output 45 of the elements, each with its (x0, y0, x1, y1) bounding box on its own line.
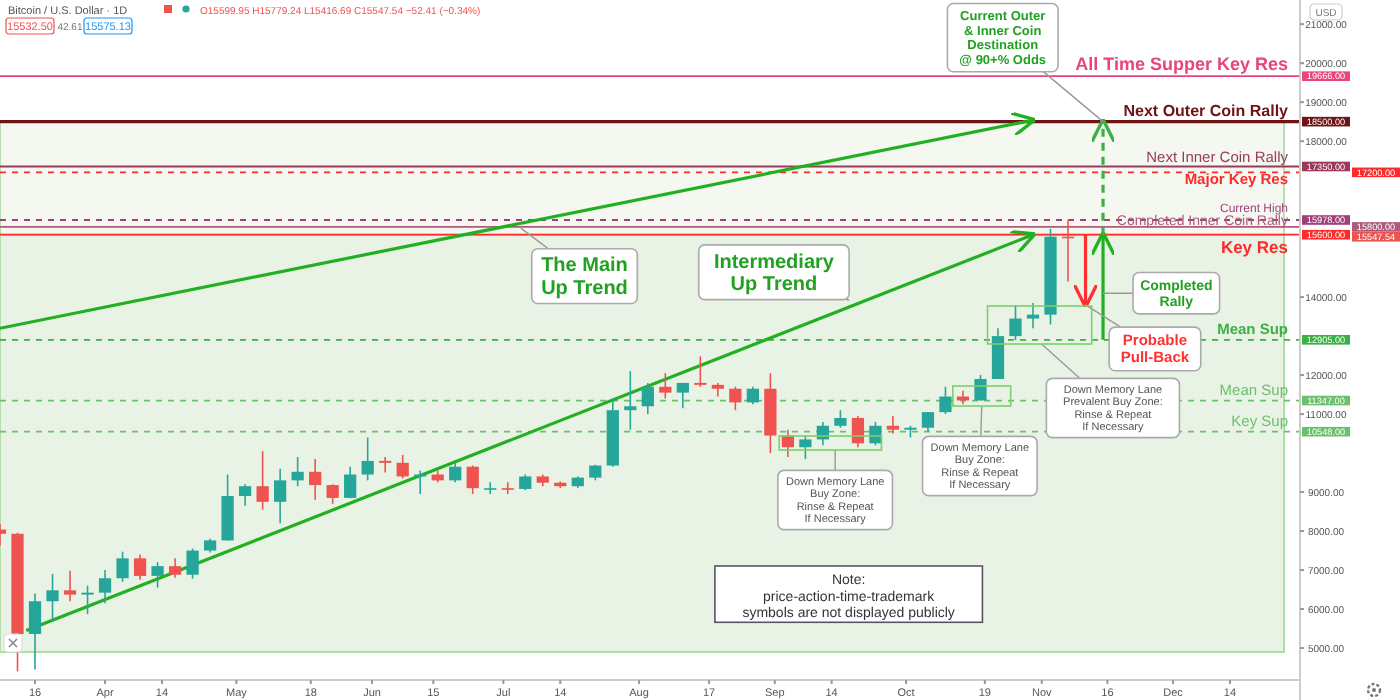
candlestick (501, 481, 514, 495)
candlestick (63, 570, 77, 603)
candlestick (711, 382, 724, 398)
annotation: The Main Up Trend (541, 255, 628, 300)
candlestick (151, 561, 164, 589)
candlestick (221, 473, 234, 542)
candlestick (799, 434, 812, 460)
candlestick (28, 592, 42, 671)
candlestick (764, 372, 777, 454)
candlestick (116, 550, 129, 583)
ref-line-label: Key Res (1220, 236, 1289, 257)
candlestick (449, 462, 462, 484)
candlestick (991, 327, 1005, 380)
candlestick (1026, 302, 1040, 330)
candlestick (676, 382, 689, 410)
candlestick (466, 464, 479, 495)
candlestick (921, 411, 935, 433)
candlestick (361, 436, 374, 482)
candlestick (484, 481, 497, 495)
ref-line-label: Next Outer Coin Rally (1123, 101, 1290, 120)
candlestick (729, 385, 742, 411)
candlestick (274, 467, 287, 525)
candlestick (81, 584, 94, 615)
ref-line-label: All Time Supper Key Res (1075, 54, 1288, 75)
candlestick (694, 355, 707, 388)
candlestick (886, 415, 900, 435)
candlestick (291, 456, 304, 488)
candlestick (379, 456, 392, 474)
candlestick (396, 454, 409, 480)
candlestick (98, 569, 112, 604)
candlestick (238, 483, 252, 507)
candlestick (1009, 304, 1022, 341)
candlestick (256, 450, 269, 511)
candlestick (309, 458, 322, 501)
candlestick (939, 385, 952, 415)
candlestick (326, 483, 339, 505)
candlestick (641, 382, 654, 415)
candlestick (624, 370, 637, 431)
candlestick (344, 465, 357, 500)
annotation: Intermediary Up Trend (713, 251, 835, 296)
candlestick (168, 557, 182, 579)
candlestick (46, 573, 59, 622)
candlestick (186, 547, 199, 580)
candlestick (659, 372, 672, 400)
candlestick (133, 553, 147, 581)
